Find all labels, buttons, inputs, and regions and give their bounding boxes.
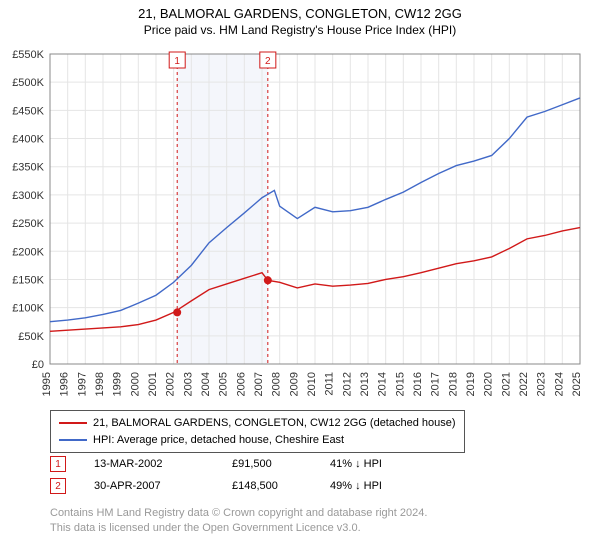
sales-list: 1 13-MAR-2002 £91,500 41% ↓ HPI 2 30-APR… [50,456,420,500]
svg-text:2022: 2022 [518,372,530,396]
footer-line: Contains HM Land Registry data © Crown c… [50,506,427,521]
svg-text:£300K: £300K [12,190,44,202]
svg-text:2018: 2018 [447,372,459,396]
svg-text:2011: 2011 [324,372,336,396]
sale-price: £91,500 [232,458,302,470]
svg-text:2001: 2001 [147,372,159,396]
svg-text:£100K: £100K [12,303,44,315]
svg-text:2: 2 [265,56,271,67]
svg-text:£550K: £550K [12,49,44,61]
legend-item: HPI: Average price, detached house, Ches… [59,432,456,449]
svg-text:2003: 2003 [182,372,194,396]
sale-pct-hpi: 41% ↓ HPI [330,458,420,470]
svg-text:2024: 2024 [553,372,565,396]
sale-row: 1 13-MAR-2002 £91,500 41% ↓ HPI [50,456,420,472]
legend-item: 21, BALMORAL GARDENS, CONGLETON, CW12 2G… [59,415,456,432]
svg-text:£50K: £50K [18,331,44,343]
svg-text:2004: 2004 [200,372,212,396]
svg-text:£500K: £500K [12,77,44,89]
sale-date: 30-APR-2007 [94,480,204,492]
svg-text:1999: 1999 [112,372,124,396]
legend-swatch [59,422,87,424]
legend: 21, BALMORAL GARDENS, CONGLETON, CW12 2G… [50,410,465,453]
svg-text:2015: 2015 [394,372,406,396]
svg-text:2020: 2020 [483,372,495,396]
chart-title-subtitle: Price paid vs. HM Land Registry's House … [0,21,600,37]
svg-text:2005: 2005 [218,372,230,396]
svg-text:2006: 2006 [235,372,247,396]
svg-text:2013: 2013 [359,372,371,396]
svg-text:£400K: £400K [12,134,44,146]
chart-area: £0 £50K £100K £150K £200K £250K £300K £350K £400… [0,42,600,402]
svg-text:2008: 2008 [271,372,283,396]
svg-text:1996: 1996 [59,372,71,396]
license-footer: Contains HM Land Registry data © Crown c… [50,506,427,537]
svg-text:2017: 2017 [430,372,442,396]
legend-label: 21, BALMORAL GARDENS, CONGLETON, CW12 2G… [93,415,456,432]
svg-text:2000: 2000 [129,372,141,396]
svg-text:2016: 2016 [412,372,424,396]
line-chart-svg: £0 £50K £100K £150K £200K £250K £300K £350K £400… [0,42,600,402]
sale-pct-hpi: 49% ↓ HPI [330,480,420,492]
svg-text:£250K: £250K [12,218,44,230]
svg-text:£350K: £350K [12,162,44,174]
svg-text:2023: 2023 [536,372,548,396]
svg-text:2010: 2010 [306,372,318,396]
svg-text:2012: 2012 [341,372,353,396]
sale-badge: 2 [50,478,66,494]
svg-text:£0: £0 [32,359,44,371]
svg-text:1997: 1997 [76,372,88,396]
svg-text:2002: 2002 [165,372,177,396]
sale-date: 13-MAR-2002 [94,458,204,470]
svg-text:1998: 1998 [94,372,106,396]
sale-row: 2 30-APR-2007 £148,500 49% ↓ HPI [50,478,420,494]
svg-text:2014: 2014 [377,372,389,396]
chart-title-address: 21, BALMORAL GARDENS, CONGLETON, CW12 2G… [0,0,600,21]
svg-text:2019: 2019 [465,372,477,396]
footer-line: This data is licensed under the Open Gov… [50,521,427,536]
svg-text:£450K: £450K [12,105,44,117]
svg-text:£200K: £200K [12,246,44,258]
svg-text:2021: 2021 [500,372,512,396]
svg-text:1: 1 [174,56,180,67]
legend-label: HPI: Average price, detached house, Ches… [93,432,344,449]
svg-text:1995: 1995 [41,372,53,396]
svg-text:2009: 2009 [288,372,300,396]
svg-text:2007: 2007 [253,372,265,396]
svg-text:£150K: £150K [12,274,44,286]
legend-swatch [59,439,87,441]
svg-text:2025: 2025 [571,372,583,396]
sale-badge: 1 [50,456,66,472]
sale-price: £148,500 [232,480,302,492]
